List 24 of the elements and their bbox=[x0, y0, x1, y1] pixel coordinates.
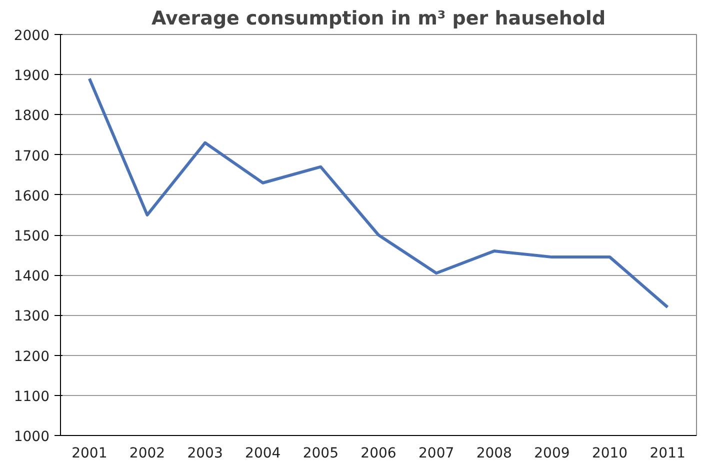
x-tick-label: 2009 bbox=[534, 446, 570, 462]
x-tick-label: 2010 bbox=[592, 446, 628, 462]
y-tick-label: 1500 bbox=[14, 228, 50, 244]
y-tick-label: 2000 bbox=[14, 28, 50, 44]
y-tick-label: 1600 bbox=[14, 188, 50, 204]
y-tick-label: 1300 bbox=[14, 308, 50, 325]
line-series bbox=[88, 77, 670, 309]
x-tick-label: 2001 bbox=[72, 446, 108, 462]
y-tick-label: 1400 bbox=[14, 268, 50, 285]
y-tick-label: 1800 bbox=[14, 108, 50, 124]
y-tick-label: 1100 bbox=[14, 388, 50, 405]
y-tick-label: 1000 bbox=[14, 429, 50, 445]
x-tick-label: 2003 bbox=[187, 446, 223, 462]
x-tick-label: 2006 bbox=[360, 446, 396, 462]
x-tick-label: 2008 bbox=[476, 446, 512, 462]
y-tick-label: 1200 bbox=[14, 348, 50, 365]
x-tick-label: 2011 bbox=[650, 446, 686, 462]
y-tick-label: 1700 bbox=[14, 148, 50, 164]
x-tick-label: 2005 bbox=[302, 446, 339, 462]
chart-title: Average consumption in m³ per hausehold bbox=[151, 8, 606, 30]
x-tick-label: 2007 bbox=[418, 446, 454, 462]
x-tick-label: 2002 bbox=[129, 446, 166, 462]
y-tick-label: 1900 bbox=[14, 68, 50, 84]
x-tick-label: 2004 bbox=[245, 446, 281, 462]
